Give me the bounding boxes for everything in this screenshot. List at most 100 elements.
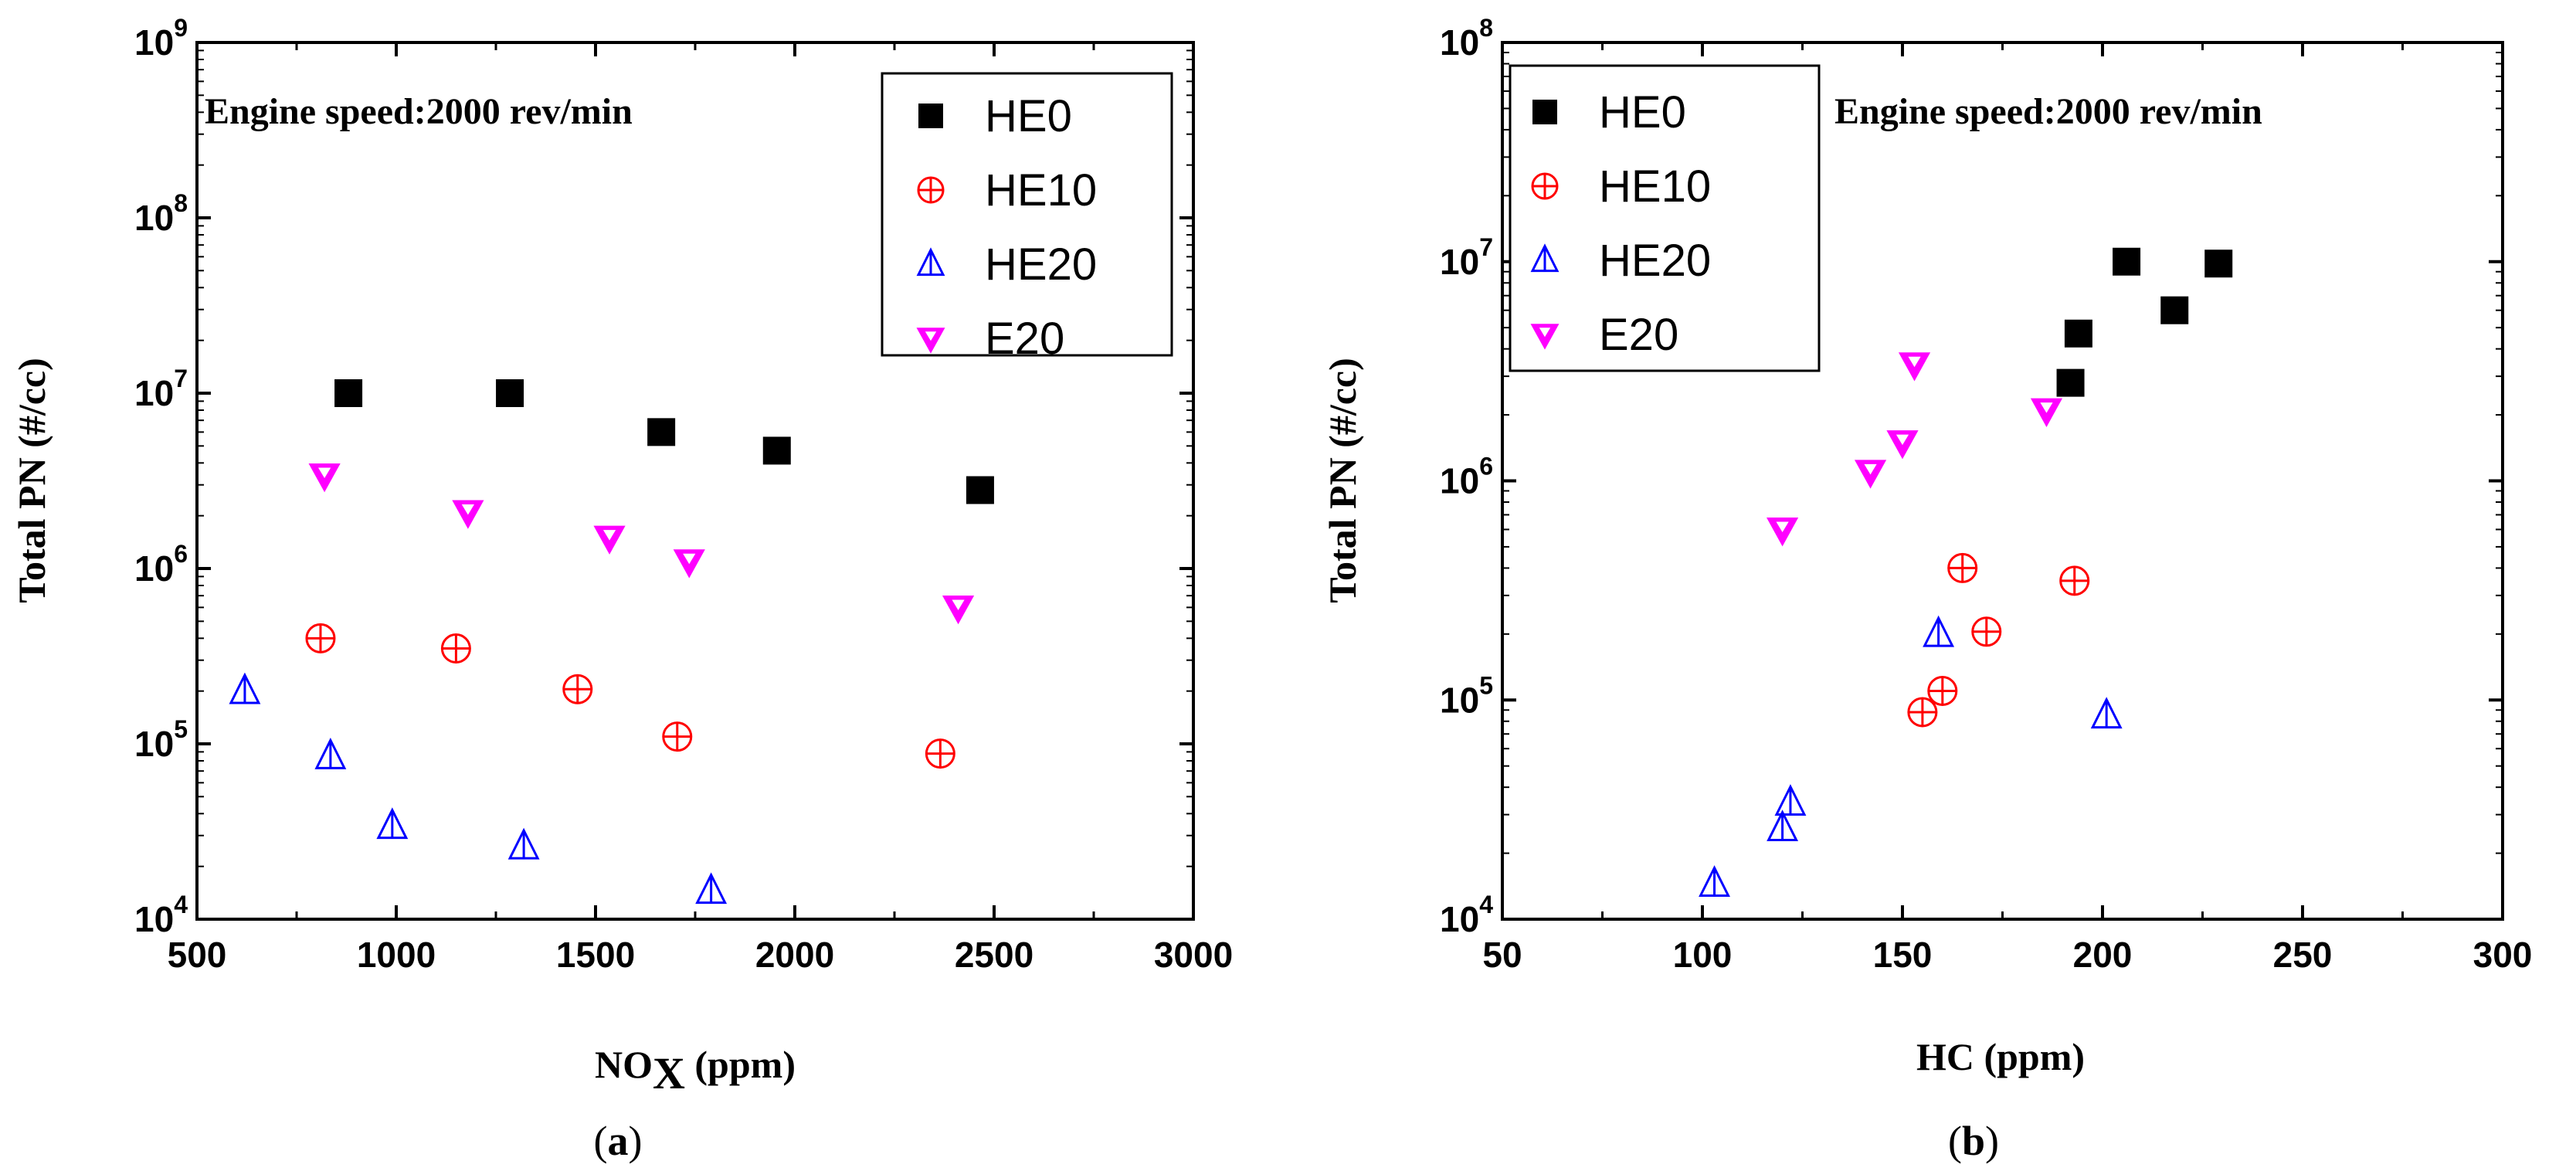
chart-a-point-e20 bbox=[308, 463, 341, 493]
chart-a-y-tick-label: 105 bbox=[134, 715, 188, 764]
chart-b-x-tick-label: 250 bbox=[2273, 935, 2333, 975]
chart-a-point-he20 bbox=[376, 807, 409, 840]
chart-a-point-he20 bbox=[695, 872, 728, 905]
chart-a-y-tick-label: 104 bbox=[134, 891, 188, 939]
chart-b-y-axis-label: Total PN (#/cc) bbox=[1321, 358, 1364, 603]
chart-a-y-tick-label: 107 bbox=[134, 365, 188, 413]
chart-b-y-tick-label: 104 bbox=[1440, 891, 1493, 939]
chart-b-y-tick-label: 106 bbox=[1440, 453, 1493, 501]
chart-b-point-e20 bbox=[1898, 352, 1931, 382]
chart-b-point-he0 bbox=[2204, 249, 2233, 278]
chart-b-point-he10 bbox=[1947, 552, 1978, 583]
chart-b-legend-items: HE0 HE10 HE20 E20 bbox=[1530, 87, 1711, 360]
chart-a-x-ticks: 500 1000 1500 2000 2500 3000 bbox=[168, 42, 1233, 975]
chart-b-point-he20 bbox=[1767, 810, 1799, 842]
chart-b-x-axis-label: HC (ppm) bbox=[1916, 1035, 2085, 1078]
chart-a-point-he0 bbox=[334, 379, 363, 407]
chart-a-x-tick-label: 2500 bbox=[955, 935, 1033, 975]
chart-b-legend-marker-e20 bbox=[1530, 324, 1560, 350]
chart-b-legend-label-he10: HE10 bbox=[1599, 161, 1711, 212]
chart-a-point-he0 bbox=[496, 379, 524, 407]
chart-b-legend-marker-he10 bbox=[1531, 172, 1559, 200]
chart-a-legend-label-he20: HE20 bbox=[985, 239, 1097, 290]
chart-b-annotation: Engine speed:2000 rev/min bbox=[1834, 91, 2262, 132]
chart-b-x-tick-label: 150 bbox=[1873, 935, 1933, 975]
chart-a-point-e20 bbox=[942, 595, 975, 625]
chart-b-point-he20 bbox=[2090, 697, 2123, 729]
chart-a-x-tick-label: 3000 bbox=[1154, 935, 1233, 975]
chart-b-legend-marker-he20 bbox=[1530, 243, 1560, 273]
chart-a-y-axis-label: Total PN (#/cc) bbox=[10, 358, 53, 603]
chart-a-point-e20 bbox=[673, 549, 705, 579]
chart-b-x-tick-label: 100 bbox=[1673, 935, 1733, 975]
chart-b-point-e20 bbox=[1767, 518, 1799, 547]
chart-a-points bbox=[229, 379, 994, 905]
chart-b-point-he0 bbox=[2113, 247, 2141, 276]
chart-b-x-tick-label: 50 bbox=[1482, 935, 1522, 975]
chart-a-y-tick-label: 108 bbox=[134, 189, 188, 238]
chart-b-point-he20 bbox=[1699, 865, 1730, 898]
chart-b-legend-label-he0: HE0 bbox=[1599, 87, 1686, 137]
chart-b-point-he0 bbox=[2160, 296, 2189, 324]
chart-a-x-axis-label: NOX (ppm) bbox=[595, 1043, 796, 1098]
chart-b-y-tick-label: 107 bbox=[1440, 233, 1493, 282]
chart-b-legend-label-e20: E20 bbox=[1599, 310, 1678, 360]
chart-a-legend-label-e20: E20 bbox=[985, 314, 1064, 364]
chart-b-point-he20 bbox=[1774, 784, 1807, 816]
chart-a-point-e20 bbox=[593, 525, 626, 555]
chart-a-x-tick-label: 2000 bbox=[755, 935, 834, 975]
chart-b-y-tick-label: 105 bbox=[1440, 671, 1493, 720]
chart-b-point-he0 bbox=[2056, 368, 2085, 397]
chart-b-legend: HE0 HE10 HE20 E20 bbox=[1509, 64, 1821, 372]
chart-a-point-he10 bbox=[562, 674, 593, 704]
chart-b-y-ticks: 104 105 106 107 108 bbox=[1440, 14, 2503, 939]
chart-a-legend: HE0 HE10 HE20 E20 bbox=[881, 72, 1173, 364]
chart-a-point-he0 bbox=[762, 436, 791, 465]
chart-a-legend-items: HE0 HE10 HE20 E20 bbox=[916, 91, 1097, 364]
chart-b-legend-marker-he0 bbox=[1532, 100, 1557, 124]
chart-a-point-he10 bbox=[440, 633, 471, 664]
chart-b-y-tick-label: 108 bbox=[1440, 14, 1493, 63]
chart-b-legend-box bbox=[1509, 64, 1821, 372]
chart-a-x-tick-label: 1000 bbox=[357, 935, 436, 975]
chart-a-y-tick-label: 109 bbox=[134, 14, 188, 63]
chart-b-point-he20 bbox=[1923, 615, 1955, 647]
chart-b-point-he0 bbox=[2064, 319, 2092, 348]
chart-b-x-ticks: 50 100 150 200 250 300 bbox=[1482, 42, 2532, 975]
chart-a-legend-marker-he0 bbox=[918, 104, 943, 128]
chart-a-point-he0 bbox=[966, 476, 994, 504]
chart-b-point-e20 bbox=[1854, 460, 1887, 489]
chart-a-legend-marker-he20 bbox=[916, 247, 945, 277]
chart-b-point-he10 bbox=[1927, 676, 1958, 707]
chart-a-point-he20 bbox=[314, 737, 347, 769]
chart-b-points bbox=[1699, 247, 2233, 898]
chart-a: 500 1000 1500 2000 2500 3000 1041051061071081… bbox=[10, 14, 1233, 1164]
chart-a-annotation: Engine speed:2000 rev/min bbox=[205, 91, 633, 132]
chart-a-legend-marker-e20 bbox=[916, 328, 945, 354]
chart-b-point-e20 bbox=[1886, 430, 1919, 460]
chart-a-legend-marker-he10 bbox=[917, 176, 945, 204]
chart-b-x-tick-label: 300 bbox=[2473, 935, 2533, 975]
chart-a-y-tick-label: 106 bbox=[134, 540, 188, 589]
chart-b-x-tick-label: 200 bbox=[2073, 935, 2133, 975]
chart-a-caption: (a) bbox=[594, 1118, 643, 1164]
chart-a-point-he0 bbox=[647, 418, 676, 446]
chart-a-point-he20 bbox=[507, 827, 540, 860]
chart-a-point-e20 bbox=[452, 500, 484, 529]
chart-a-y-ticks: 104 105 106 107 108 109 bbox=[134, 14, 1193, 939]
chart-a-point-he10 bbox=[305, 623, 336, 653]
chart-a-legend-label-he10: HE10 bbox=[985, 165, 1097, 216]
chart-b: 50 100 150 200 250 300 104 105 106 107 108 Engine… bbox=[1321, 14, 2532, 1164]
chart-a-legend-label-he0: HE0 bbox=[985, 91, 1072, 141]
chart-a-x-tick-label: 500 bbox=[168, 935, 227, 975]
chart-a-x-tick-label: 1500 bbox=[556, 935, 635, 975]
chart-b-caption: (b) bbox=[1948, 1118, 1999, 1164]
chart-a-point-he10 bbox=[925, 738, 955, 769]
chart-b-point-he10 bbox=[1907, 697, 1938, 728]
chart-b-point-he10 bbox=[2059, 565, 2090, 596]
chart-b-legend-label-he20: HE20 bbox=[1599, 236, 1711, 286]
chart-a-point-he10 bbox=[662, 721, 693, 752]
chart-b-point-e20 bbox=[2030, 398, 2063, 427]
chart-a-point-he20 bbox=[229, 672, 261, 704]
